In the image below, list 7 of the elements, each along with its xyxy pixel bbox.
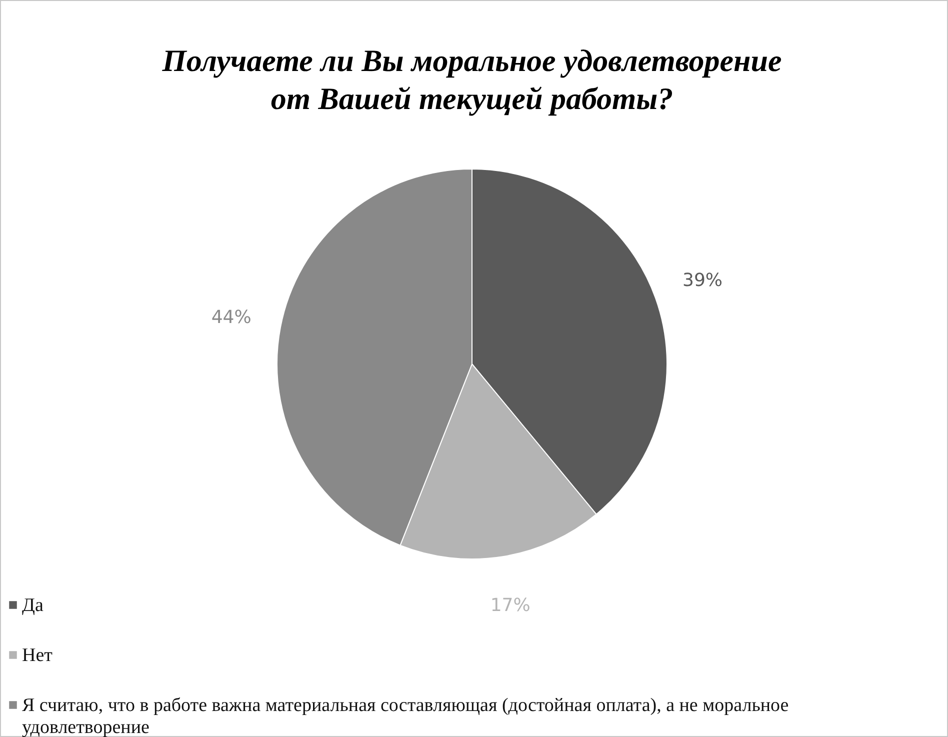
data-label: 44%	[211, 307, 252, 328]
legend-label: Нет	[22, 645, 54, 666]
legend-label: Да	[22, 595, 44, 616]
data-label: 17%	[490, 594, 530, 616]
legend-label: Я считаю, что в работе важна материальная составляющая (достойная оплата), а не моральное удовлетворение	[22, 695, 789, 737]
data-label: 39%	[682, 270, 723, 292]
chart-title: Получаете ли Вы моральное удовлетворение от Вашей текущей работы?	[161, 43, 782, 116]
